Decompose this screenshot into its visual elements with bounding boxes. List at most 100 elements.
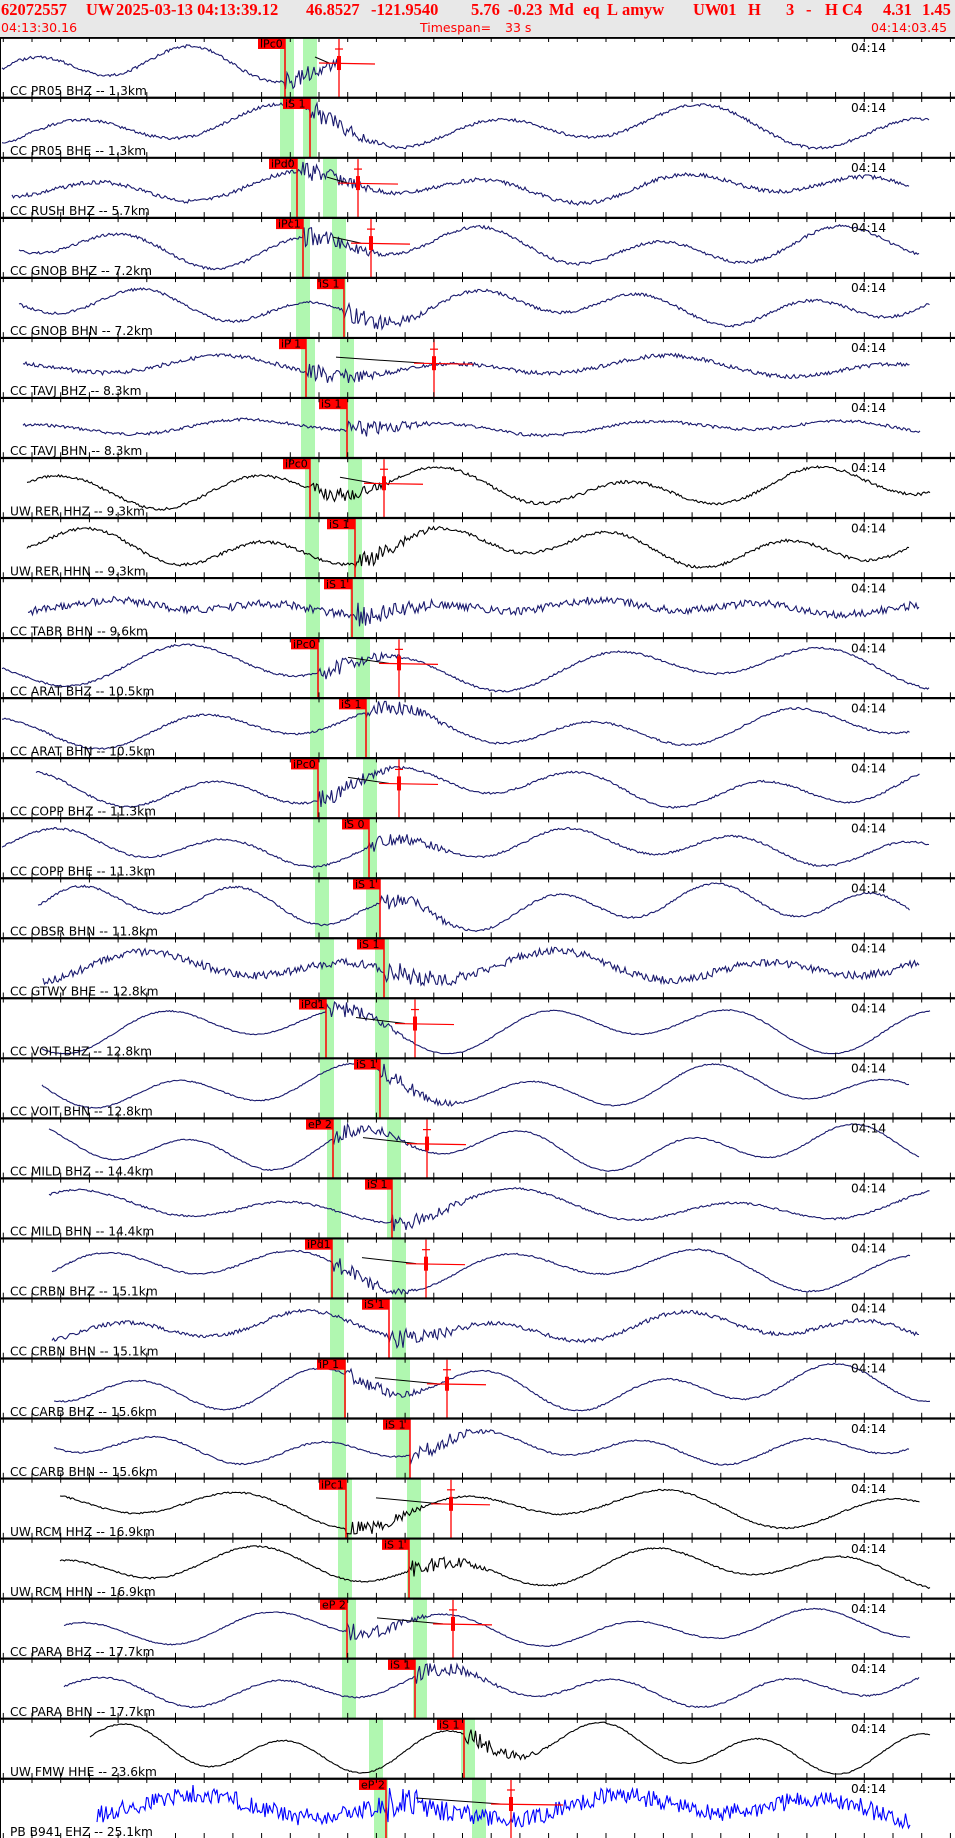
longitude: -121.9540	[371, 0, 439, 19]
trace-panel[interactable]: iS 1 04:14 CC TABR BHN -- 9.6km	[0, 576, 955, 638]
analyst: amyw	[622, 0, 665, 19]
waveform-trace	[48, 1187, 930, 1232]
pick-tag[interactable]	[283, 98, 310, 110]
trace-panel[interactable]: iS 1 04:14 CC ARAT BHN -- 10.5km	[0, 697, 955, 758]
trace-panel[interactable]: iS 1 04:14 CC VOIT BHN -- 12.8km	[0, 1057, 955, 1119]
trace-panel[interactable]: iP 1 04:14 CC TAVJ BHZ -- 8.3km	[0, 336, 955, 398]
s-window-band	[375, 937, 389, 998]
coda-fit-line	[415, 1797, 502, 1805]
trace-panel[interactable]: iS 1 04:14 CC MILD BHN -- 14.4km	[0, 1177, 955, 1239]
magnitude: -0.23	[508, 0, 543, 19]
coda-fit-line	[362, 1137, 418, 1145]
pick-tag[interactable]	[320, 1598, 347, 1610]
trace-panel[interactable]: iS 1 04:14 CC CRBN BHN -- 15.1km	[0, 1297, 955, 1359]
dash: -	[806, 0, 812, 19]
minute-label: 04:14	[851, 41, 886, 55]
trace-panel[interactable]: eP 2 04:14 CC MILD BHZ -- 14.4km	[0, 1117, 955, 1179]
trace-panel[interactable]: iS 1 04:14 CC OBSR BHN -- 11.8km	[0, 877, 955, 939]
p-window-band	[310, 637, 324, 698]
pick-tag[interactable]	[279, 338, 306, 350]
waveform-trace	[41, 1001, 931, 1055]
s-window-band	[407, 1537, 421, 1598]
trace-panel[interactable]: iPc1 04:14 CC GNOB BHZ -- 7.2km	[0, 216, 955, 278]
pick-tag[interactable]	[319, 398, 347, 410]
minute-label: 04:14	[851, 1602, 886, 1616]
pick-tag[interactable]	[359, 1778, 386, 1790]
event-type: eq	[583, 0, 600, 19]
trace-panel[interactable]: iS 1 04:14 UW RCM HHN -- 16.9km	[0, 1537, 955, 1599]
pick-tag[interactable]	[324, 578, 352, 590]
pick-tag[interactable]	[365, 1178, 392, 1190]
pick-label: iPc0	[293, 638, 316, 651]
coda-amplitude-bar	[425, 1136, 429, 1151]
pick-label: eP 2	[308, 1118, 332, 1131]
trace-panel[interactable]: iS 1 04:14 CC PR05 BHE -- 1.3km	[0, 96, 955, 158]
trace-panel[interactable]: iPc0 04:14 UW RER HHZ -- 9.3km	[0, 456, 955, 518]
pick-tag[interactable]	[258, 38, 285, 49]
coda-amplitude-bar	[432, 356, 436, 371]
pick-tag[interactable]	[342, 818, 369, 830]
trace-panel[interactable]: iPc0 04:14 CC COPP BHZ -- 11.3km	[0, 757, 955, 818]
trace-panel[interactable]: eP 2 04:14 PB B941 EHZ -- 25.1km	[0, 1777, 955, 1838]
pick-tag[interactable]	[437, 1718, 464, 1730]
pick-tag[interactable]	[291, 638, 318, 650]
pick-tag[interactable]	[354, 1058, 380, 1070]
pick-label: iPd1	[307, 1238, 331, 1251]
trace-panel[interactable]: iPc1 04:14 UW RCM HHZ -- 16.9km	[0, 1477, 955, 1539]
trace-panel[interactable]: iPd1 04:14 CC CRBN BHZ -- 15.1km	[0, 1237, 955, 1299]
trace-panel[interactable]: iS 1 04:14 CC PARA BHN -- 17.7km	[0, 1657, 955, 1719]
pick-tag[interactable]	[383, 1418, 410, 1430]
trace-panel[interactable]: iPd1 04:14 CC VOIT BHZ -- 12.8km	[0, 997, 955, 1059]
p-window-band	[338, 1477, 352, 1538]
trace-panel[interactable]: iS 1 04:14 CC TAVJ BHN -- 8.3km	[0, 396, 955, 458]
trace-panel[interactable]: eP 2 04:14 CC PARA BHZ -- 17.7km	[0, 1597, 955, 1659]
minute-label: 04:14	[851, 1542, 886, 1556]
magnitude-type: Md	[549, 0, 574, 19]
pick-tag[interactable]	[319, 1478, 346, 1490]
waveform-trace	[18, 224, 920, 271]
pick-tag[interactable]	[382, 1538, 409, 1550]
trace-panel[interactable]: iS 1 04:14 UW RER HHN -- 9.3km	[0, 516, 955, 578]
trace-panel[interactable]: iPc0 04:14 CC PR05 BHZ -- 1.3km	[0, 37, 955, 98]
station-channel-label: UW FMW HHE -- 23.6km	[10, 1765, 157, 1779]
pick-tag[interactable]	[353, 878, 380, 890]
trace-panel[interactable]: iS 0 04:14 CC COPP BHE -- 11.3km	[0, 817, 955, 878]
pick-tag[interactable]	[269, 158, 297, 170]
pick-tag[interactable]	[291, 758, 318, 770]
minute-label: 04:14	[851, 461, 886, 475]
pick-tag[interactable]	[276, 218, 303, 230]
pick-tag[interactable]	[317, 278, 344, 290]
trace-panel[interactable]: iS 1 04:14 CC GTWY BHE -- 12.8km	[0, 937, 955, 999]
waveform-trace	[1, 44, 339, 90]
station-channel-label: CC RUSH BHZ -- 5.7km	[10, 204, 150, 218]
trace-panel[interactable]: iPd0 04:14 CC RUSH BHZ -- 5.7km	[0, 156, 955, 218]
waveform-trace	[51, 1248, 911, 1296]
trace-panel[interactable]: iPc0 04:14 CC ARAT BHZ -- 10.5km	[0, 636, 955, 698]
minute-label: 04:14	[851, 821, 886, 835]
minute-label: 04:14	[851, 1302, 886, 1316]
coda-fit-line	[355, 1017, 406, 1025]
pick-tag[interactable]	[357, 938, 384, 950]
pick-tag[interactable]	[362, 1298, 389, 1310]
pick-tag[interactable]	[283, 458, 310, 470]
trace-panel[interactable]: iS 1 04:14 UW FMW HHE -- 23.6km	[0, 1717, 955, 1779]
pick-tag[interactable]	[317, 1358, 345, 1370]
pick-tag[interactable]	[299, 998, 326, 1010]
pick-tag[interactable]	[388, 1658, 415, 1670]
minute-label: 04:14	[851, 521, 886, 535]
seismogram-plot[interactable]: iPc0 04:14 CC PR05 BHZ -- 1.3km iS 1 04:14 CC…	[0, 37, 955, 1838]
waveform-trace	[48, 1122, 920, 1172]
pick-tag[interactable]	[327, 518, 355, 530]
s-window-band	[392, 1237, 406, 1298]
trace-panel[interactable]: iS 1 04:14 CC GNOB BHN -- 7.2km	[0, 276, 955, 338]
pick-tag[interactable]	[339, 698, 366, 710]
pick-tag[interactable]	[306, 1118, 333, 1130]
waveform-trace	[1, 643, 930, 693]
pick-tag[interactable]	[305, 1238, 332, 1250]
coda-horizontal	[426, 1383, 487, 1386]
pick-label: iPc0	[293, 758, 316, 771]
station-channel-label: CC CARB BHN -- 15.6km	[10, 1465, 158, 1479]
trace-panel[interactable]: iP 1 04:14 CC CARB BHZ -- 15.6km	[0, 1357, 955, 1419]
trace-panel[interactable]: iS 1 04:14 CC CARB BHN -- 15.6km	[0, 1417, 955, 1479]
coda-amplitude-bar	[445, 1376, 449, 1391]
